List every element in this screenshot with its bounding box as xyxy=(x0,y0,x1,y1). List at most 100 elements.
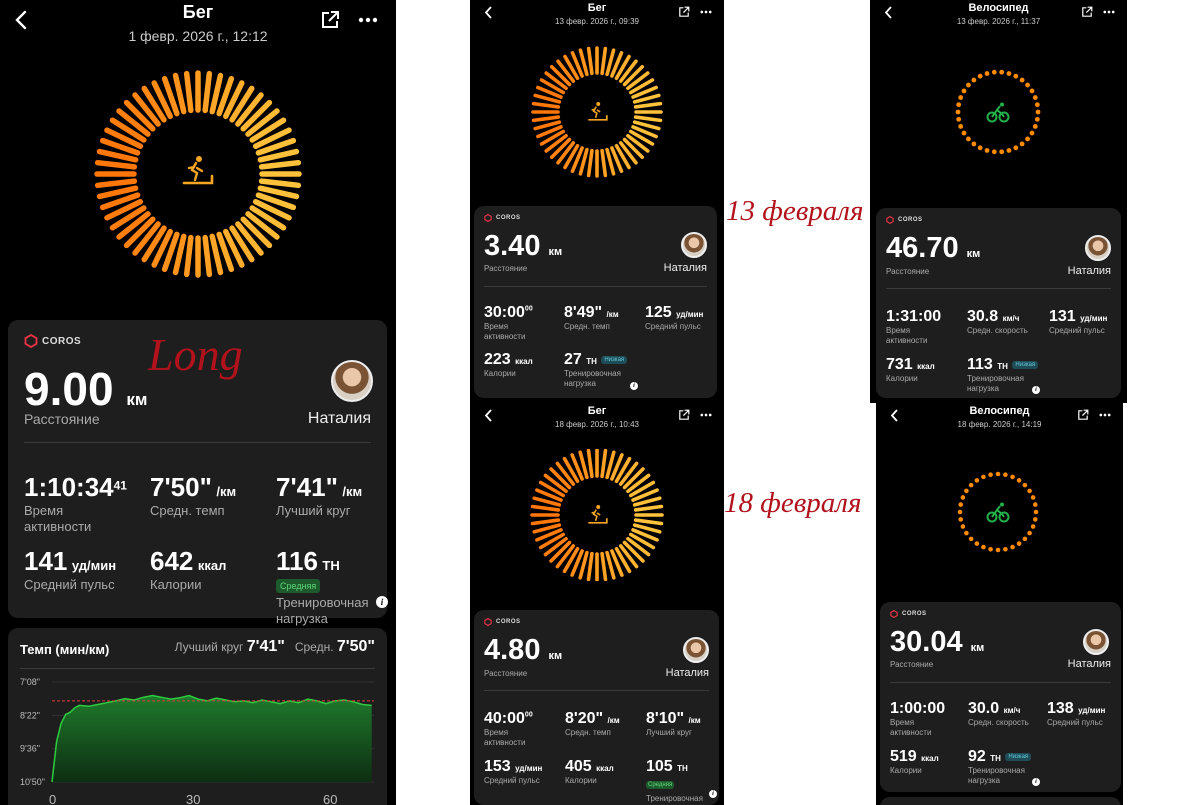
chevron-left-icon xyxy=(484,409,492,422)
distance-label: Расстояние xyxy=(24,411,100,427)
stat-avg-pace: 8'49" /км Средн. темп xyxy=(564,304,619,331)
ring-ray xyxy=(549,137,572,160)
ring-ray xyxy=(633,518,664,526)
header: Бег 1 февр. 2026 г., 12:12 xyxy=(0,0,396,50)
ring-ray xyxy=(531,115,561,123)
avatar[interactable] xyxy=(1085,235,1111,261)
ring-dot xyxy=(999,69,1005,75)
info-icon[interactable]: i xyxy=(630,382,638,390)
ring-ray xyxy=(563,54,580,81)
chart-summary: Лучший круг 7'41" Средн. 7'50" xyxy=(174,638,375,655)
ring-ray xyxy=(631,488,659,502)
more-icon[interactable] xyxy=(1103,10,1115,14)
avatar[interactable] xyxy=(1083,629,1109,655)
ring-ray xyxy=(99,137,141,156)
ring-ray xyxy=(622,137,645,160)
back-button[interactable] xyxy=(884,6,892,24)
coros-logo: COROS xyxy=(24,334,81,348)
ring-ray xyxy=(94,159,138,170)
stat-active-time: 1:31:00 Время активности xyxy=(886,308,942,345)
back-button[interactable] xyxy=(890,409,898,427)
ring-ray xyxy=(536,85,563,99)
x-tick-label: 60 xyxy=(323,792,337,805)
back-button[interactable] xyxy=(484,409,492,427)
more-icon[interactable] xyxy=(700,413,712,417)
info-icon[interactable]: i xyxy=(709,790,717,798)
ring-ray xyxy=(536,125,563,139)
stat-avg-hr: 141 уд/мин Средний пульс xyxy=(24,546,117,592)
activity-ring xyxy=(94,70,302,278)
more-icon[interactable] xyxy=(700,10,712,14)
ring-ray xyxy=(600,551,608,581)
avatar[interactable] xyxy=(681,232,707,258)
ring-ray xyxy=(532,496,562,507)
ring-ray xyxy=(235,221,264,256)
info-icon[interactable]: i xyxy=(1032,778,1040,786)
activity-title: Бег xyxy=(182,2,214,22)
ring-ray xyxy=(600,449,608,479)
ring-dot xyxy=(964,530,969,536)
share-icon[interactable] xyxy=(1081,6,1093,18)
activity-date: 13 февр. 2026 г., 09:39 xyxy=(555,17,639,26)
share-icon[interactable] xyxy=(1077,409,1089,421)
ring-dot xyxy=(1016,541,1022,546)
info-icon[interactable]: i xyxy=(376,596,388,608)
ring-dot xyxy=(958,124,964,129)
user-name: Наталия xyxy=(663,262,707,274)
ring-dot xyxy=(1033,509,1039,515)
more-icon[interactable] xyxy=(358,17,378,23)
ring-dot xyxy=(955,109,961,115)
ring-ray xyxy=(605,550,616,580)
x-tick-label: 30 xyxy=(186,792,200,805)
ring-ray xyxy=(632,496,662,507)
user-name: Наталия xyxy=(665,667,709,679)
ring-ray xyxy=(141,225,167,263)
back-button[interactable] xyxy=(14,10,28,35)
ring-dot xyxy=(999,149,1005,155)
ring-dot xyxy=(1003,546,1008,552)
stat-best-lap: 8'10" /км Лучший круг xyxy=(646,710,701,737)
ring-ray xyxy=(586,449,594,479)
ring-ray xyxy=(556,59,576,83)
ring-dot xyxy=(1032,517,1038,522)
distance-value: 46.70 км xyxy=(886,232,981,264)
more-icon[interactable] xyxy=(1099,413,1111,417)
ring-ray xyxy=(223,228,245,268)
ring-dot xyxy=(974,478,980,483)
coros-logo-icon xyxy=(890,610,898,618)
info-icon[interactable]: i xyxy=(1032,386,1040,394)
avatar[interactable] xyxy=(683,637,709,663)
avatar[interactable] xyxy=(331,360,373,402)
share-icon[interactable] xyxy=(320,10,340,30)
ring-ray xyxy=(578,147,589,176)
distance-value: 9.00 км xyxy=(24,363,148,415)
ring-ray xyxy=(628,78,655,95)
distance-label: Расстояние xyxy=(484,669,528,678)
ring-ray xyxy=(633,101,663,109)
share-icon[interactable] xyxy=(678,6,690,18)
ring-ray xyxy=(132,221,161,256)
back-button[interactable] xyxy=(484,6,492,24)
ring-dot xyxy=(1030,495,1036,500)
ring-ray xyxy=(539,78,566,95)
coros-logo-icon xyxy=(886,216,894,224)
ring-ray xyxy=(555,544,576,569)
share-icon[interactable] xyxy=(678,409,690,421)
ring-ray xyxy=(628,129,655,146)
user-name: Наталия xyxy=(1067,265,1111,277)
ring-ray xyxy=(610,51,624,78)
ring-dot xyxy=(974,541,980,546)
ring-ray xyxy=(96,148,139,163)
ring-ray xyxy=(544,71,568,91)
ring-dot xyxy=(991,149,997,155)
ring-ray xyxy=(104,199,144,221)
ring-ray xyxy=(614,456,632,484)
x-tick-label: 0 xyxy=(49,792,56,805)
activity-ring xyxy=(957,471,1039,553)
ring-ray xyxy=(622,467,645,490)
ring-dot xyxy=(981,544,986,550)
ring-ray xyxy=(614,54,631,81)
ring-ray xyxy=(633,504,664,512)
ring-ray xyxy=(535,488,563,502)
load-badge: Средняя xyxy=(646,780,675,789)
